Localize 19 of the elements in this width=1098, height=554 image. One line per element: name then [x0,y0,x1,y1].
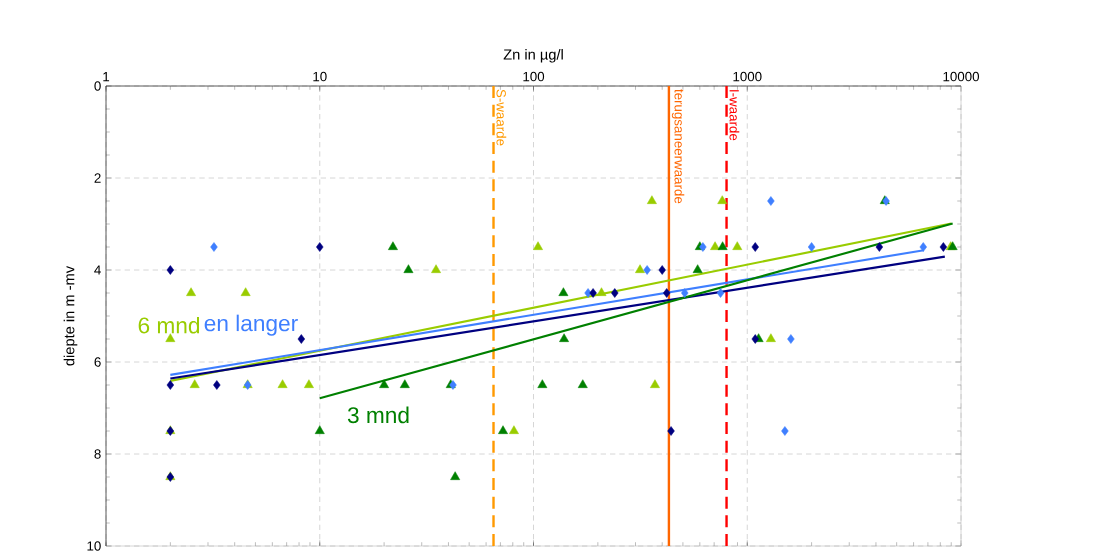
series-label: en langer [204,314,298,336]
y-tick-label: 0 [94,81,101,91]
y-axis-title: diepte in m -mv [63,265,78,366]
x-axis-title: Zn in µg/l [503,48,563,63]
ref-line-label: S-waarde [496,89,507,146]
x-tick-label: 1 [103,72,110,82]
series-label: 6 mnd [138,316,200,334]
series-label: 3 mnd [347,406,409,424]
x-tick-label: 10000 [943,71,980,82]
ref-line-label: terugsaneerwaarde [671,89,685,204]
x-tick-label: 1000 [733,71,762,82]
x-tick-label: 10 [313,71,327,82]
y-tick-label: 4 [94,265,101,275]
y-tick-label: 8 [94,449,101,459]
y-tick-label: 10 [87,541,101,551]
y-tick-label: 2 [94,173,101,183]
x-tick-label: 100 [523,71,545,82]
ref-line-label: I-waarde [729,90,740,141]
y-tick-label: 6 [94,357,101,367]
